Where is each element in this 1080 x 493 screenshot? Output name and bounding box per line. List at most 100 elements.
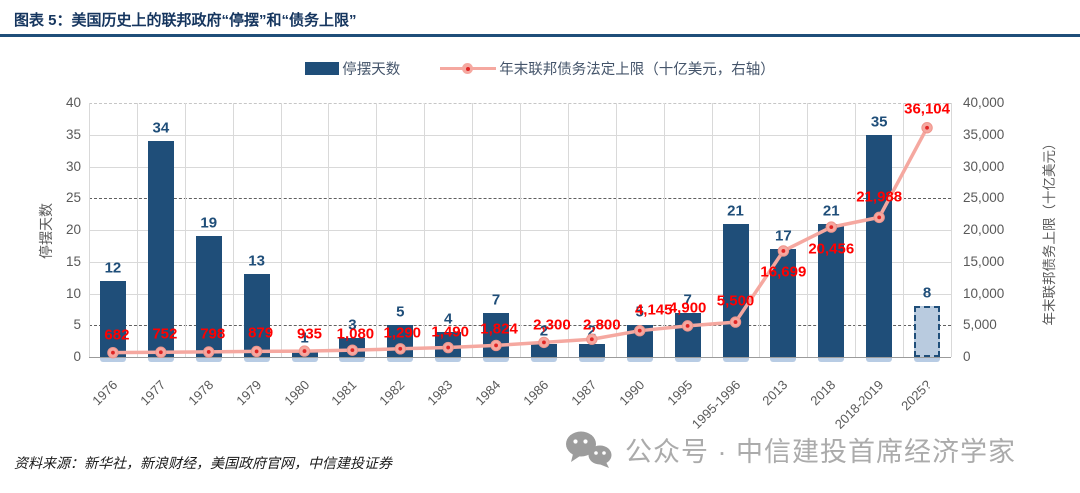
bar-shadow [770, 358, 797, 362]
plot-area: 12 34 19 13 1 3 5 4 7 2 2 5 7 21 17 21 35 8 682 752 798 879 93… [89, 100, 952, 362]
bar-shadow [195, 358, 222, 362]
bar-1995 [674, 312, 701, 357]
legend-item-line: 年末联邦债务法定上限（十亿美元，右轴） [440, 58, 775, 79]
bar-value-label: 19 [200, 214, 218, 232]
bar-shadow [435, 358, 462, 362]
line-value-label: 4,145 [634, 301, 673, 319]
left-axis-tick: 0 [73, 349, 81, 364]
bar-shadow [99, 358, 126, 362]
line-value-label: 1,290 [383, 324, 422, 342]
line-value-label: 1,824 [480, 320, 518, 338]
right-axis-tick: 30,000 [963, 158, 1005, 174]
bar-value-label: 21 [822, 202, 840, 220]
gridline-vertical [280, 103, 282, 357]
right-axis-tick: 25,000 [963, 190, 1005, 206]
line-value-label: 2,300 [533, 316, 571, 334]
bar-1979 [243, 274, 270, 357]
right-axis-title: 年末联邦债务上限（十亿美元） [1042, 136, 1057, 326]
left-axis-tick: 40 [65, 95, 81, 110]
bar-2018-2019 [866, 134, 893, 357]
left-axis-tick: 35 [65, 126, 81, 142]
bar-shadow [866, 358, 893, 362]
line-value-label: 4,900 [668, 299, 707, 317]
watermark-text: 公众号 · 中信建投首席经济学家 [625, 437, 1016, 467]
line-value-label: 1,080 [336, 325, 375, 343]
right-axis-tick: 40,000 [963, 95, 1005, 110]
bar-value-label: 13 [248, 252, 265, 270]
right-axis-tick: 20,000 [963, 222, 1005, 237]
bar-shadow [147, 358, 174, 362]
line-value-label: 1,490 [431, 323, 469, 341]
bar-value-label: 21 [727, 202, 744, 220]
bar-shadow [291, 358, 318, 362]
bar-2025? [914, 306, 941, 357]
bar-shadow [818, 358, 845, 362]
legend-line-label: 年末联邦债务法定上限（十亿美元，右轴） [499, 62, 775, 78]
left-axis-tick: 30 [65, 158, 81, 174]
bar-value-label: 5 [635, 303, 644, 321]
line-value-label: 20,456 [808, 240, 855, 258]
line-value-label: 798 [200, 325, 226, 343]
right-axis-tick: 0 [963, 349, 971, 364]
legend-item-bars: 停摆天数 [305, 58, 400, 79]
gridline-vertical [424, 103, 426, 357]
bar-shadow [530, 358, 557, 362]
bar-value-label: 2 [587, 322, 596, 340]
right-axis-tick: 35,000 [963, 126, 1005, 142]
bar-2018 [818, 223, 845, 357]
bar-shadow [387, 358, 414, 362]
line-value-label: 2,800 [583, 316, 621, 334]
left-axis-tick: 5 [73, 317, 81, 333]
gridline-vertical [136, 103, 138, 357]
right-axis-tick: 10,000 [963, 285, 1005, 301]
gridline-vertical [903, 103, 905, 357]
source-note: 资料来源：新华社，新浪财经，美国政府官网，中信建投证券 [14, 455, 392, 471]
bar-value-label: 5 [396, 303, 405, 321]
gridline-vertical [615, 103, 617, 357]
bar-shadow [626, 358, 653, 362]
gridline-vertical [807, 103, 809, 357]
bar-shadow [243, 358, 270, 362]
bar-value-label: 17 [775, 227, 792, 245]
line-value-label: 36,104 [904, 100, 950, 118]
line-value-label: 752 [152, 325, 178, 343]
right-axis-tick: 5,000 [963, 317, 997, 333]
bar-value-label: 7 [491, 291, 501, 309]
bar-shadow [483, 358, 510, 362]
gridline-vertical [951, 103, 952, 357]
line-value-label: 5,500 [716, 292, 755, 310]
left-axis-tick: 15 [65, 253, 81, 269]
gridline-vertical [567, 103, 569, 357]
gridline-vertical [184, 103, 186, 357]
watermark: 公众号 · 中信建投首席经济学家 [565, 430, 1016, 469]
line-value-label: 16,699 [760, 263, 807, 281]
gridline-vertical [376, 103, 378, 357]
bar-value-label: 1 [300, 329, 309, 347]
gridline-vertical [232, 103, 234, 357]
bar-shadow [339, 358, 366, 362]
line-value-label: 682 [104, 326, 130, 344]
combo-chart: 12 34 19 13 1 3 5 4 7 2 2 5 7 21 17 21 35 8 682 752 798 879 93… [38, 95, 1057, 432]
bar-value-label: 35 [870, 113, 888, 131]
bar-1995-1996 [722, 223, 749, 357]
bar-value-label: 7 [683, 291, 692, 309]
title-rule [0, 34, 1080, 37]
bar-shadow [722, 358, 749, 362]
gridline-vertical [663, 103, 665, 357]
bar-1977 [147, 141, 174, 357]
bar-value-label: 4 [443, 310, 453, 328]
left-axis-tick: 25 [65, 190, 81, 206]
gridline-vertical [855, 103, 857, 357]
debt-limit-line [107, 122, 933, 359]
bar-value-label: 34 [152, 119, 170, 137]
left-axis-title: 停摆天数 [38, 203, 54, 259]
line-value-label: 935 [296, 325, 323, 343]
gridline-vertical [759, 103, 761, 357]
gridline-horizontal [89, 357, 951, 358]
line-value-label: 21,988 [856, 188, 903, 206]
legend: 停摆天数 年末联邦债务法定上限（十亿美元，右轴） [0, 58, 1080, 79]
left-axis-tick: 10 [65, 285, 81, 301]
bar-value-label: 2 [539, 322, 549, 340]
legend-bar-label: 停摆天数 [342, 62, 401, 78]
